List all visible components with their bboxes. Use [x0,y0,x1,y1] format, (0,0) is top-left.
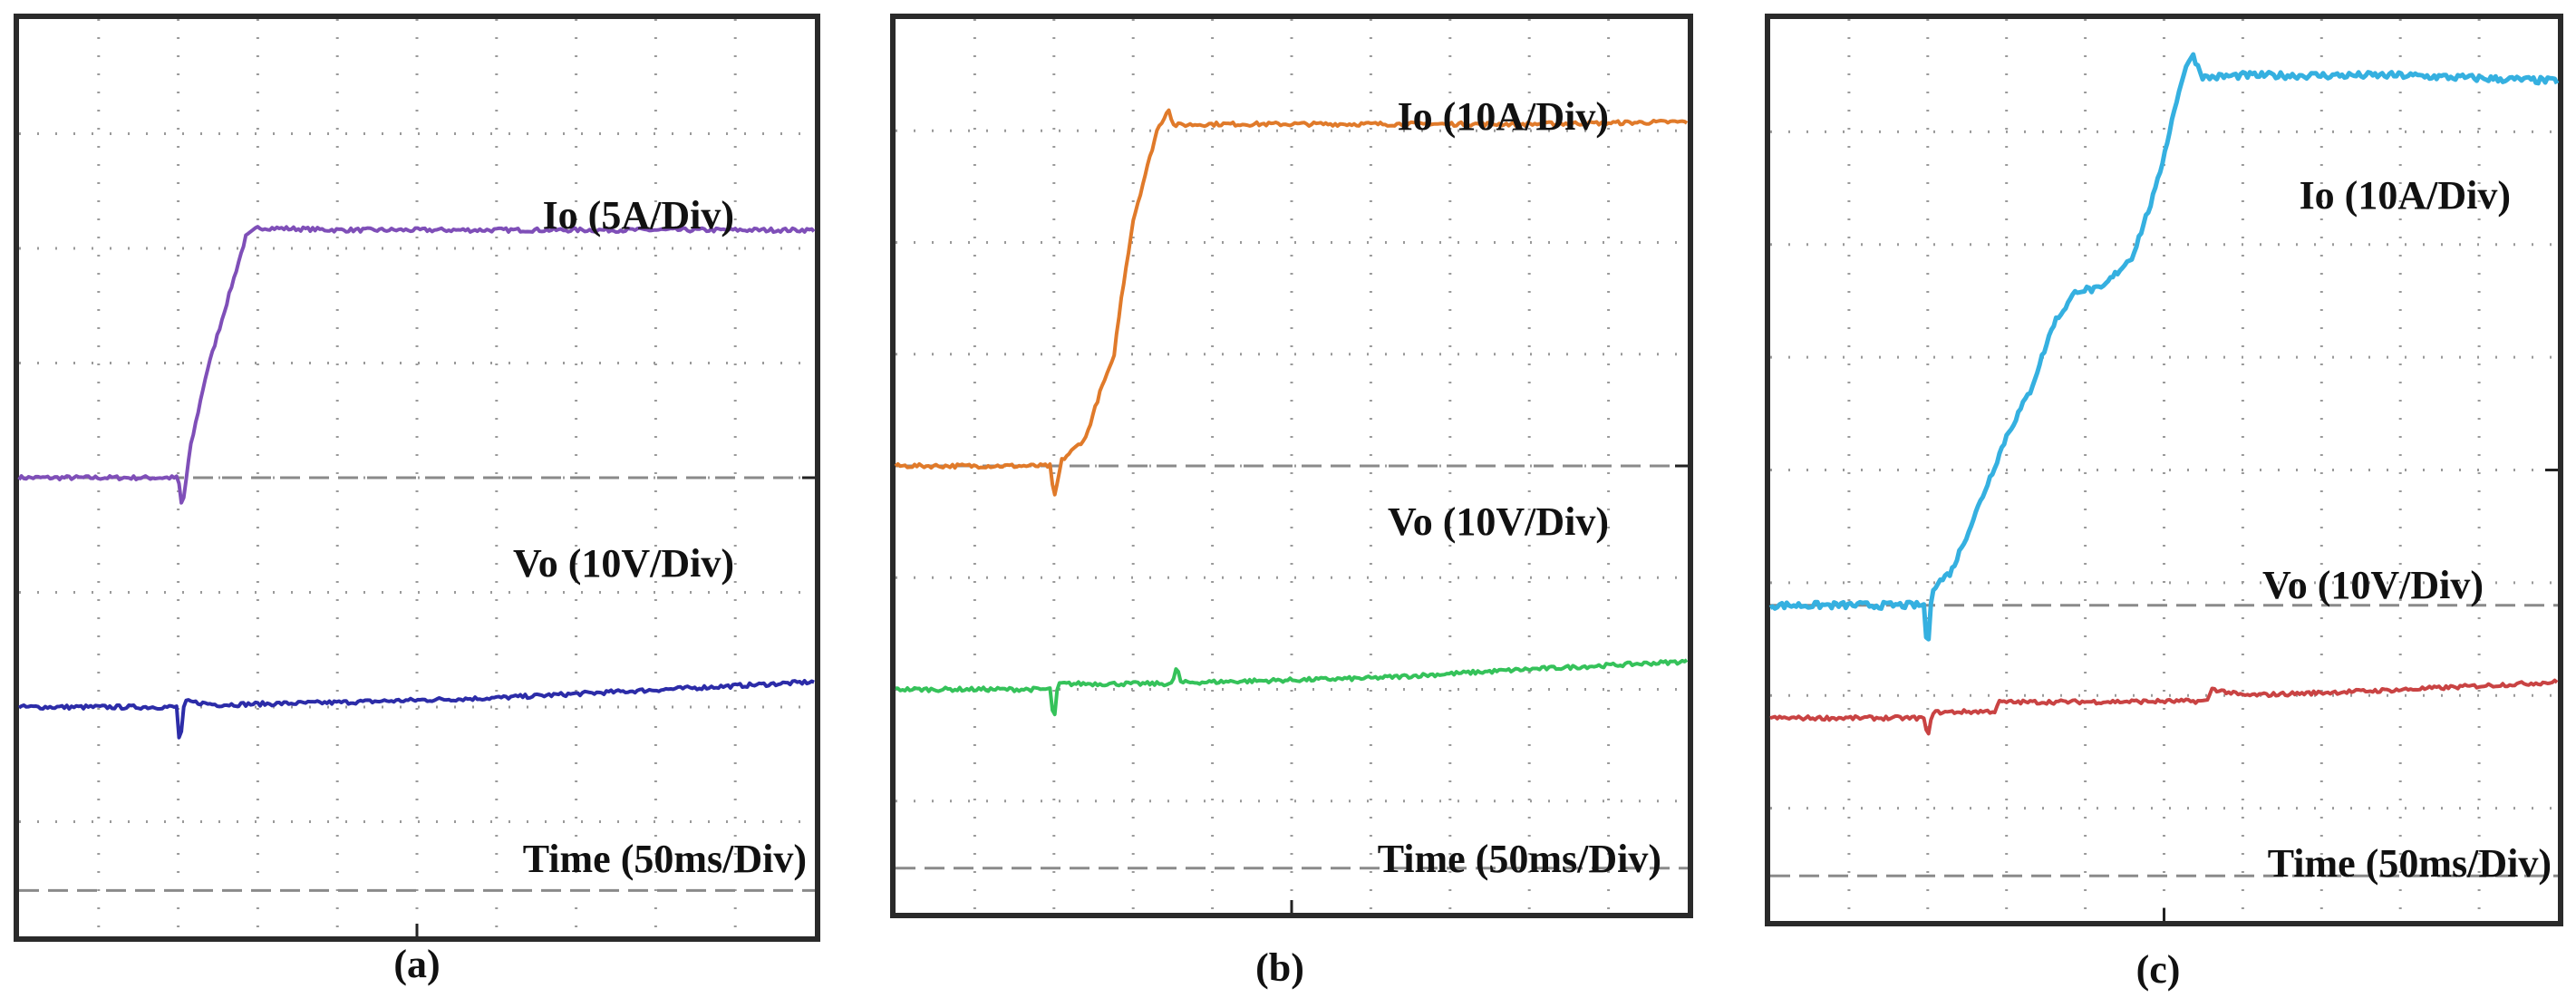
scope-panel-1: Io (5A/Div) Vo (10V/Div) Time (50ms/Div) [14,14,820,942]
io-label: Io (5A/Div) [543,193,734,237]
vo-label: Vo (10V/Div) [2262,563,2484,607]
vo-label: Vo (10V/Div) [1388,499,1609,544]
io-label: Io (10A/Div) [1398,94,1609,139]
vo-label: Vo (10V/Div) [513,541,734,586]
panel-caption: (a) [393,942,440,986]
trace-io [894,108,1689,497]
scope-frame [1765,14,2563,926]
time-label: Time (50ms/Div) [523,837,807,881]
panel-caption: (c) [2136,947,2181,992]
grid [896,19,1688,913]
trace-vo [17,679,815,740]
scope-panel-3: Io (10A/Div) Vo (10V/Div) Time (50ms/Div) [1765,14,2563,926]
scope-panel-2: Io (10A/Div) Vo (10V/Div) Time (50ms/Div) [890,14,1693,918]
time-label: Time (50ms/Div) [2268,841,2552,886]
trace-vo [1769,678,2559,736]
trace-io [1768,52,2560,642]
time-label: Time (50ms/Div) [1378,837,1661,881]
trace-io [17,225,816,505]
io-label: Io (10A/Div) [2300,173,2511,218]
panel-caption: (b) [1255,945,1304,990]
trace-vo [895,658,1689,717]
